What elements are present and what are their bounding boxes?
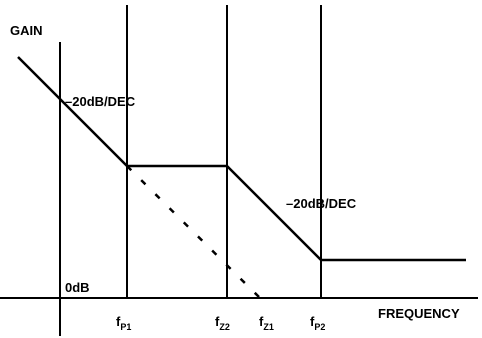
x-axis-label: FREQUENCY [378, 306, 460, 321]
dashed-extension-line [126, 165, 263, 301]
fz1-label: fZ1 [259, 314, 274, 332]
fz2-label: fZ2 [215, 314, 230, 332]
slope-label-1: –20dB/DEC [65, 94, 136, 109]
fp2-label: fP2 [310, 314, 325, 332]
zero-db-label: 0dB [65, 280, 90, 295]
fp1-label: fP1 [116, 314, 131, 332]
y-axis-label: GAIN [10, 23, 43, 38]
gain-response-curve [17, 56, 466, 262]
slope-label-2: –20dB/DEC [286, 196, 357, 211]
